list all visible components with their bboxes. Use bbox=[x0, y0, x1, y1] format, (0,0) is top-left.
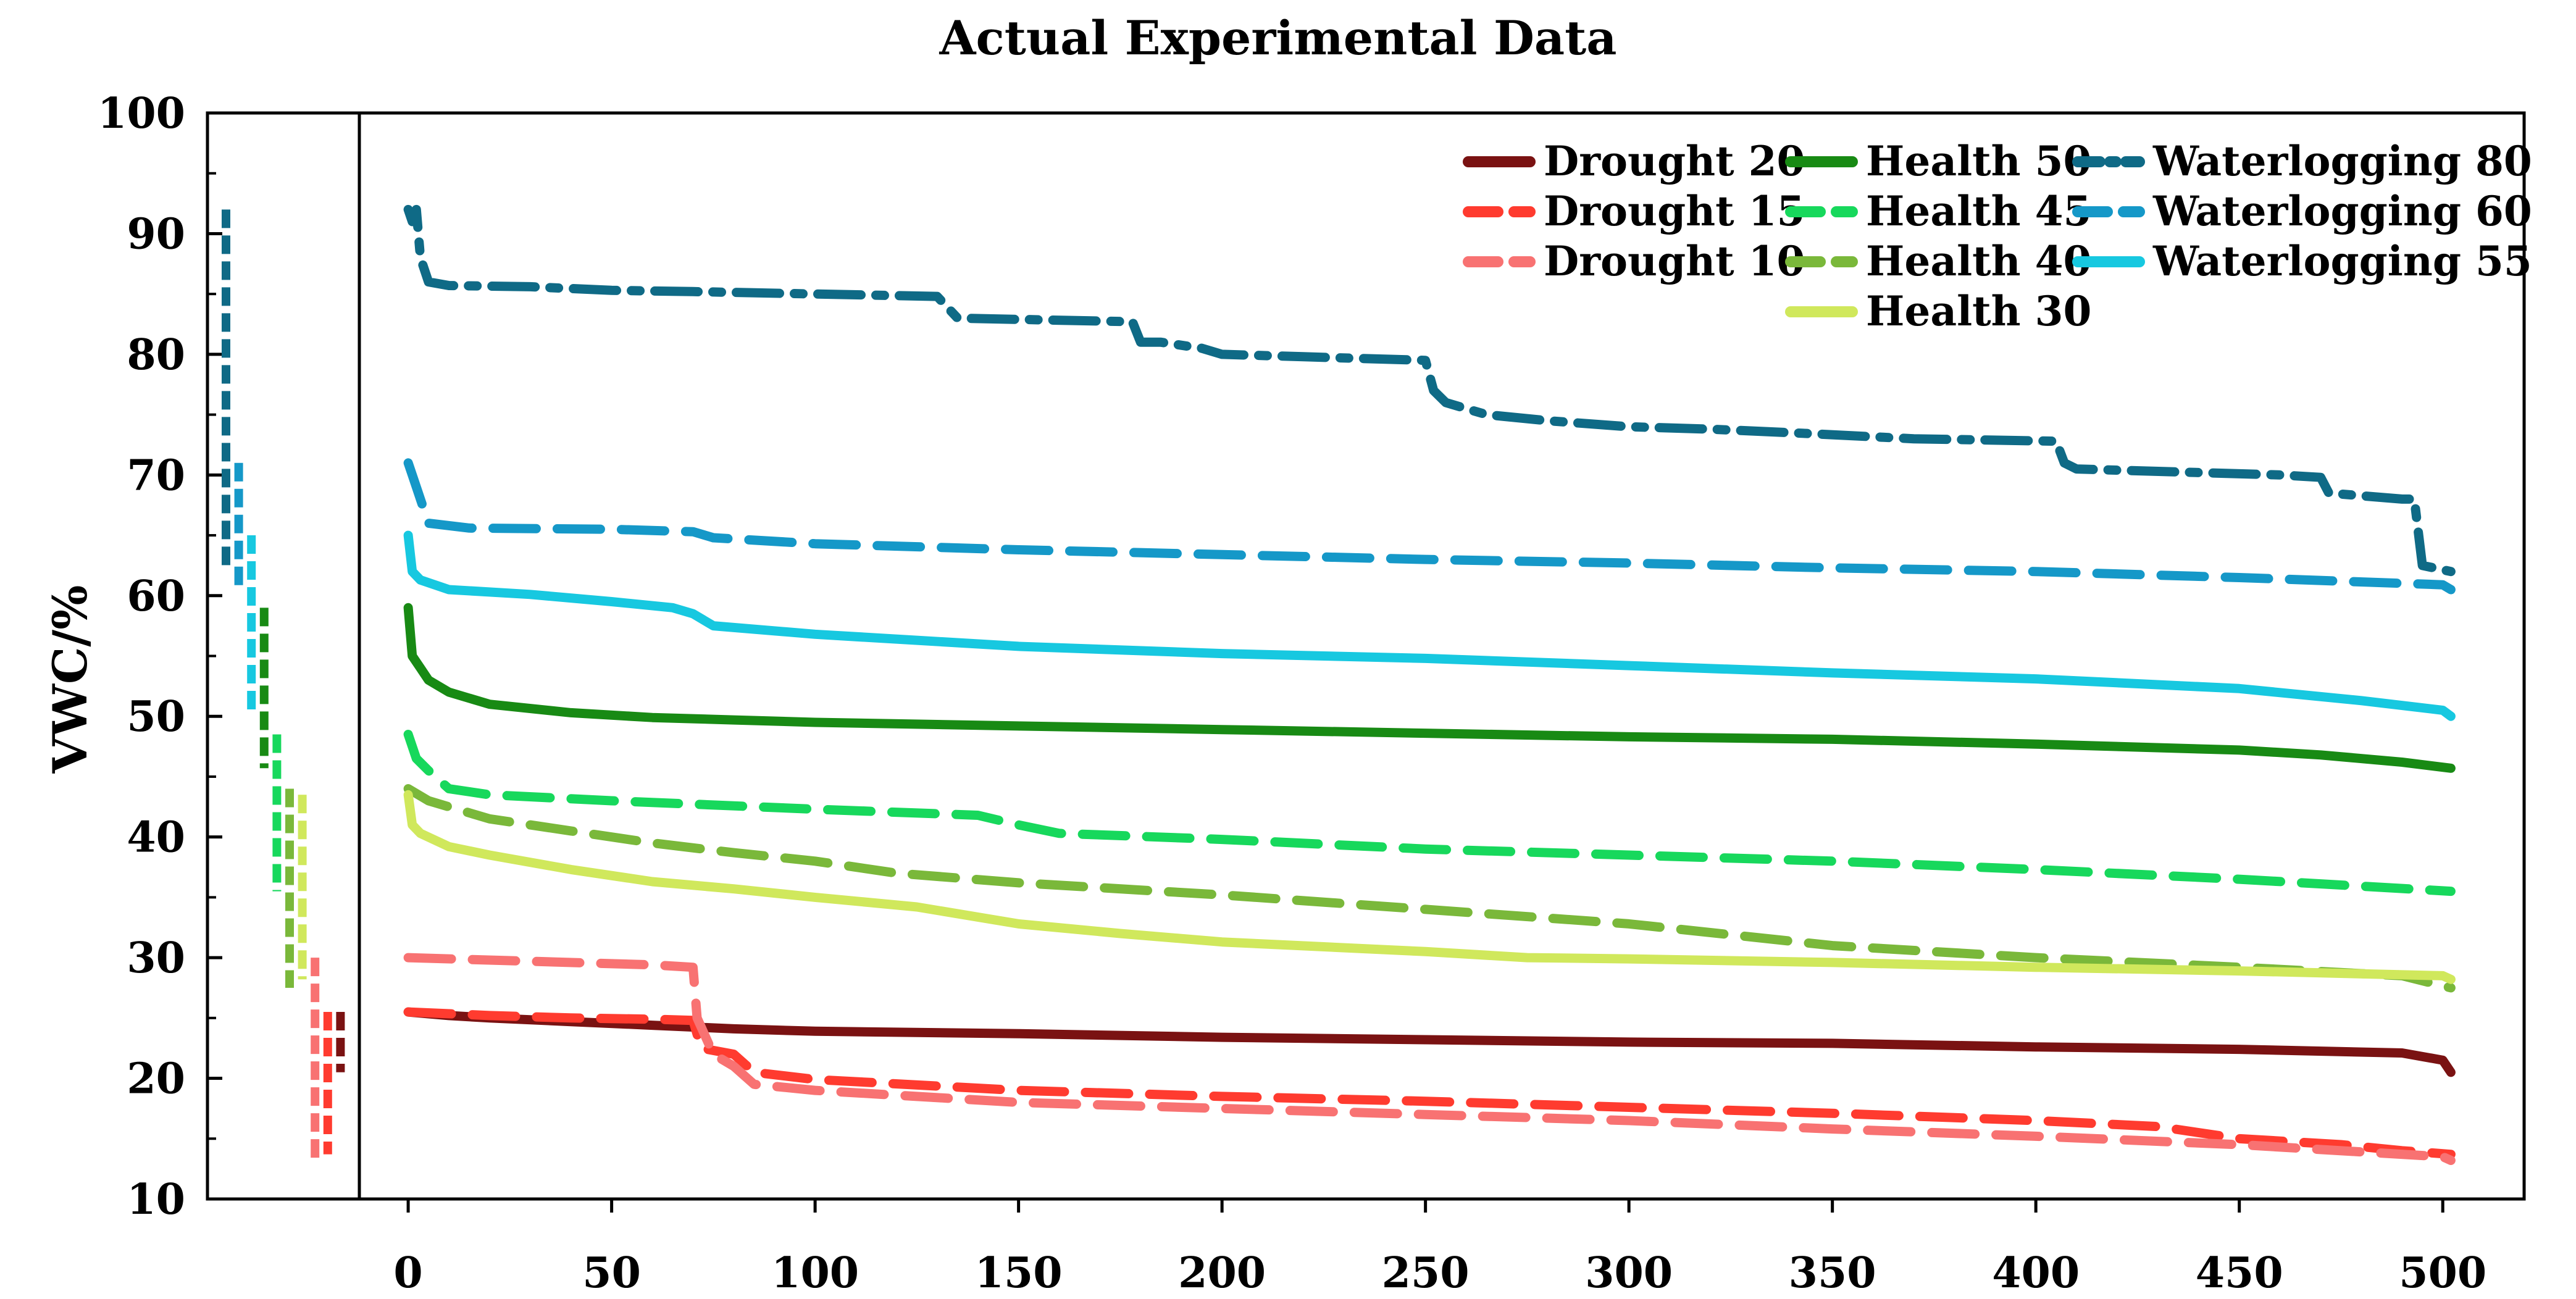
legend-label: Waterlogging 55 bbox=[2152, 237, 2532, 285]
legend-label: Health 50 bbox=[1866, 137, 2091, 185]
series-line-waterlogging-80 bbox=[403, 204, 2456, 577]
y-axis: 10 20 30 40 50 60 70 80 90 100 bbox=[98, 89, 222, 1224]
x-tick-label: 350 bbox=[1789, 1248, 1876, 1298]
y-tick-label: 50 bbox=[127, 692, 185, 741]
series-line-health-50 bbox=[403, 603, 2456, 773]
series-line-health-30 bbox=[403, 790, 2456, 984]
y-tick-label: 60 bbox=[127, 572, 185, 621]
x-tick-label: 100 bbox=[771, 1248, 859, 1298]
x-tick-label: 250 bbox=[1382, 1248, 1470, 1298]
legend-label: Drought 15 bbox=[1544, 187, 1805, 235]
series-line-health-45 bbox=[403, 730, 2456, 896]
y-tick-label: 30 bbox=[127, 934, 185, 983]
series-line-waterlogging-55 bbox=[403, 530, 2456, 721]
y-tick-label: 20 bbox=[127, 1055, 185, 1104]
chart-title: Actual Experimental Data bbox=[939, 10, 1616, 65]
y-tick-label: 40 bbox=[127, 813, 185, 863]
legend-label: Drought 10 bbox=[1544, 237, 1805, 285]
y-axis-label: VWC/% bbox=[43, 585, 98, 774]
x-tick-label: 200 bbox=[1178, 1248, 1266, 1298]
legend-label: Health 40 bbox=[1866, 237, 2091, 285]
legend-label: Waterlogging 80 bbox=[2152, 137, 2532, 185]
x-tick-label: 300 bbox=[1585, 1248, 1673, 1298]
legend-label: Drought 20 bbox=[1544, 137, 1805, 185]
series-line-drought-10 bbox=[403, 953, 2456, 1165]
legend-label: Health 45 bbox=[1866, 187, 2091, 235]
series-line-drought-15 bbox=[403, 1007, 2456, 1159]
series-line-drought-20 bbox=[403, 1007, 2456, 1077]
legend-label: Waterlogging 60 bbox=[2152, 187, 2532, 235]
y-tick-label: 10 bbox=[127, 1175, 185, 1224]
x-tick-label: 450 bbox=[2196, 1248, 2283, 1298]
series-line-health-40 bbox=[403, 784, 2456, 993]
y-tick-label: 90 bbox=[127, 209, 185, 259]
plot-series bbox=[403, 204, 2456, 1165]
y-tick-label: 70 bbox=[127, 451, 185, 500]
series-line-waterlogging-60 bbox=[403, 458, 2456, 595]
x-axis: 0 50 100 150 200 250 300 350 400 450 500 bbox=[393, 1199, 2486, 1298]
y-tick-label: 100 bbox=[98, 89, 185, 138]
x-tick-label: 400 bbox=[1992, 1248, 2080, 1298]
x-tick-label: 0 bbox=[393, 1248, 422, 1298]
x-tick-label: 500 bbox=[2399, 1248, 2486, 1298]
y-tick-label: 80 bbox=[127, 330, 185, 380]
x-tick-label: 50 bbox=[582, 1248, 641, 1298]
legend-label: Health 30 bbox=[1866, 287, 2091, 335]
distribution-inset bbox=[222, 209, 345, 1161]
x-tick-label: 150 bbox=[975, 1248, 1063, 1298]
